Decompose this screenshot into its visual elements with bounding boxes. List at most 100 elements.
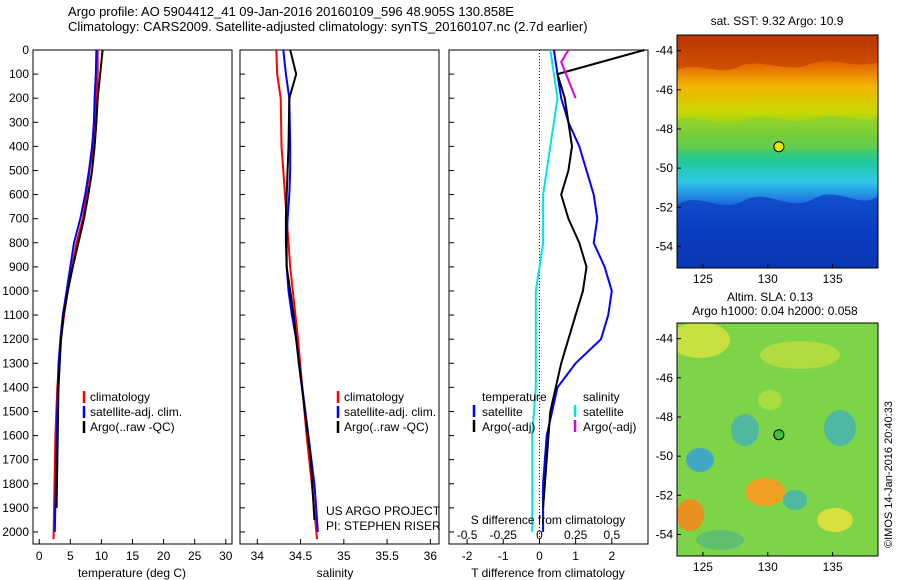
series-line-salinity-argo-adj- <box>560 49 577 99</box>
y-tick-label: 1100 <box>3 308 29 322</box>
pi-annotation: PI: STEPHEN RISER <box>326 519 441 533</box>
series-line-argo-raw-qc- <box>55 49 104 508</box>
x-tick-label: 35 <box>337 549 351 563</box>
salinity-plot-frame <box>239 49 440 545</box>
y-tick-label: 800 <box>9 236 29 250</box>
sla-blob <box>731 414 759 446</box>
map-y-tick-label: -52 <box>656 488 674 502</box>
figure-title-line1: Argo profile: AO 5904412_41 09-Jan-2016 … <box>68 4 514 19</box>
sla-blob <box>758 390 782 410</box>
sla-blob <box>745 478 785 506</box>
y-tick-label: 1500 <box>2 404 29 418</box>
map-x-tick-label: 130 <box>758 560 778 574</box>
map-y-tick-label: -48 <box>656 122 674 136</box>
x-tick-label: -2 <box>462 549 473 563</box>
y-tick-label: 2000 <box>2 525 29 539</box>
x-tick-label: 34 <box>251 549 265 563</box>
map-y-tick-label: -54 <box>656 239 674 253</box>
sst-cold-band <box>677 194 878 268</box>
map-y-tick-label: -52 <box>656 200 674 214</box>
sla-map-subtitle: Argo h1000: 0.04 h2000: 0.058 <box>692 304 858 318</box>
x-tick-label: 1 <box>572 549 579 563</box>
sla-blob <box>817 508 853 532</box>
salinity-panel: 34 34.5 35 35.5 36 climatology satellite-adj… <box>239 49 441 580</box>
y-tick-label: 1700 <box>2 453 29 467</box>
y-tick-label: 100 <box>9 67 29 81</box>
x-tick-label: 5 <box>67 549 74 563</box>
map-x-tick-label: 135 <box>823 272 843 286</box>
y-tick-label: 900 <box>9 260 29 274</box>
map-y-tick-label: -44 <box>656 332 674 346</box>
argo-location-marker <box>773 429 785 441</box>
map-y-tick-label: -50 <box>656 449 674 463</box>
salinity-legend: climatology satellite-adj. clim. Argo(..… <box>336 390 436 434</box>
sla-map: Altim. SLA: 0.13 Argo h1000: 0.04 h2000:… <box>656 290 879 574</box>
x-tick-label: 0 <box>536 549 543 563</box>
legend-label-temp-argo: Argo(-adj) <box>482 420 535 434</box>
legend-label-argo: Argo(..raw -QC) <box>90 420 175 434</box>
map-y-tick-label: -48 <box>656 410 674 424</box>
top-tick-label: -0.5 <box>457 528 478 542</box>
sst-front <box>677 115 878 150</box>
y-tick-label: 200 <box>9 91 29 105</box>
y-tick-label: 1600 <box>2 429 29 443</box>
y-tick-label: 700 <box>9 212 29 226</box>
y-tick-label: 1400 <box>2 380 29 394</box>
x-tick-label: 25 <box>188 549 202 563</box>
sst-map-title: sat. SST: 9.32 Argo: 10.9 <box>711 14 844 28</box>
top-tick-label: 0 <box>536 528 543 542</box>
top-tick-label: -0.25 <box>490 528 518 542</box>
sst-warm-band <box>677 35 878 71</box>
sla-blob <box>824 410 856 446</box>
map-x-tick-label: 125 <box>693 272 713 286</box>
x-tick-label: 30 <box>219 549 233 563</box>
sst-map-frame <box>676 34 879 269</box>
x-tick-label: 0 <box>36 549 43 563</box>
legend-heading-temperature: temperature <box>482 390 547 404</box>
map-y-tick-label: -50 <box>656 161 674 175</box>
series-line-salinity-satellite <box>531 49 559 532</box>
imos-credit: ©IMOS 14-Jan-2016 20:40:33 <box>883 401 895 548</box>
sla-map-title: Altim. SLA: 0.13 <box>727 290 813 304</box>
map-x-tick-label: 135 <box>823 560 843 574</box>
x-tick-label: 35.5 <box>375 549 399 563</box>
project-annotation: US ARGO PROJECT <box>326 504 441 518</box>
salinity-difference-axis-label: S difference from climatology <box>471 513 626 527</box>
figure-title-line2: Climatology: CARS2009. Satellite-adjuste… <box>68 19 588 34</box>
top-tick-label: 0.5 <box>603 528 620 542</box>
difference-panel: -2 -1 0 1 2 -0.5 -0.25 0 0.25 0.5 temperature sa… <box>448 49 649 580</box>
sla-blob <box>783 490 807 510</box>
legend-label-satellite: satellite-adj. clim. <box>90 405 182 419</box>
x-tick-label: 10 <box>95 549 109 563</box>
y-tick-label: 500 <box>9 163 29 177</box>
y-tick-label: 600 <box>9 188 29 202</box>
sla-blob <box>677 499 704 531</box>
map-y-tick-label: -54 <box>656 527 674 541</box>
series-line-argo-raw-qc- <box>284 49 316 520</box>
sla-blob <box>760 341 840 369</box>
sla-map-frame <box>676 322 879 557</box>
temperature-xlabel: temperature (deg C) <box>78 566 186 580</box>
y-tick-label: 0 <box>22 43 29 57</box>
x-tick-label: 34.5 <box>289 549 313 563</box>
top-tick-label: 0.25 <box>564 528 588 542</box>
salinity-xlabel: salinity <box>317 566 354 580</box>
sla-blob <box>686 448 714 472</box>
legend-label-climatology: climatology <box>90 390 150 404</box>
map-x-tick-label: 125 <box>693 560 713 574</box>
sla-blob <box>677 323 730 358</box>
y-tick-label: 1000 <box>2 284 29 298</box>
series-line-temperature-argo-adj- <box>542 49 645 508</box>
y-tick-label: 1800 <box>2 477 29 491</box>
temperature-panel: 0100200300400500600700800900100011001200… <box>2 43 232 580</box>
map-y-tick-label: -46 <box>656 371 674 385</box>
argo-location-marker <box>773 141 785 153</box>
difference-legend: temperature satellite Argo(-adj) salinit… <box>472 390 636 434</box>
sst-map: sat. SST: 9.32 Argo: 10.9 -44 -46 -48 -50 -5… <box>656 14 879 286</box>
map-x-tick-label: 130 <box>758 272 778 286</box>
y-tick-label: 1900 <box>2 501 29 515</box>
x-tick-label: -1 <box>498 549 509 563</box>
y-tick-label: 300 <box>9 115 29 129</box>
temperature-difference-xlabel: T difference from climatology <box>471 566 625 580</box>
